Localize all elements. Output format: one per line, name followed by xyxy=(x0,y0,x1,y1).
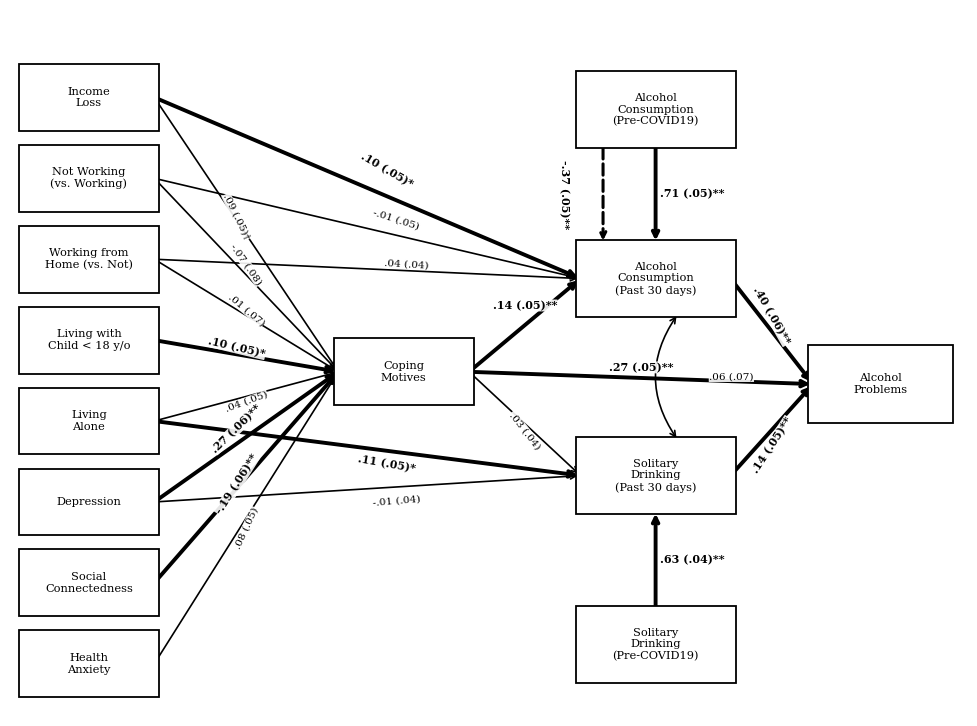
Text: .10 (.05)*: .10 (.05)* xyxy=(359,151,415,190)
Text: .71 (.05)**: .71 (.05)** xyxy=(660,189,725,200)
Text: .11 (.05)*: .11 (.05)* xyxy=(357,453,416,474)
FancyBboxPatch shape xyxy=(575,437,736,514)
FancyBboxPatch shape xyxy=(19,64,159,131)
Text: Income
Loss: Income Loss xyxy=(67,86,110,108)
Text: Living with
Child < 18 y/o: Living with Child < 18 y/o xyxy=(48,330,130,351)
Text: .01 (.07): .01 (.07) xyxy=(227,292,267,327)
Text: -.01 (.04): -.01 (.04) xyxy=(372,495,421,508)
Text: Coping
Motives: Coping Motives xyxy=(381,361,427,383)
Text: .40 (.06)**: .40 (.06)** xyxy=(751,285,792,346)
Text: Health
Anxiety: Health Anxiety xyxy=(67,653,110,674)
Text: -.19 (.06)**: -.19 (.06)** xyxy=(214,452,260,516)
Text: -.01 (.05): -.01 (.05) xyxy=(372,208,421,232)
Text: Alcohol
Problems: Alcohol Problems xyxy=(854,373,908,395)
Text: .10 (.05)*: .10 (.05)* xyxy=(207,335,267,359)
Text: .27 (.05)**: .27 (.05)** xyxy=(609,362,673,373)
Text: .27 (.06)**: .27 (.06)** xyxy=(210,402,264,455)
Text: .06 (.07): .06 (.07) xyxy=(709,372,753,382)
Text: -.37 (.05)**: -.37 (.05)** xyxy=(559,160,570,229)
Text: .14 (.05)**: .14 (.05)** xyxy=(492,300,557,311)
Text: .08 (.05): .08 (.05) xyxy=(233,506,260,550)
Text: .14 (.05)**: .14 (.05)** xyxy=(749,415,794,476)
Text: -.07 (.08): -.07 (.08) xyxy=(229,242,264,287)
FancyBboxPatch shape xyxy=(575,71,736,148)
FancyBboxPatch shape xyxy=(575,240,736,317)
FancyBboxPatch shape xyxy=(19,388,159,454)
FancyBboxPatch shape xyxy=(19,468,159,535)
FancyBboxPatch shape xyxy=(333,338,474,405)
FancyBboxPatch shape xyxy=(19,630,159,697)
Text: .04 (.04): .04 (.04) xyxy=(384,258,429,270)
Text: Depression: Depression xyxy=(57,497,121,507)
Text: .04 (.05): .04 (.05) xyxy=(224,390,269,414)
Text: Alcohol
Consumption
(Past 30 days): Alcohol Consumption (Past 30 days) xyxy=(615,261,697,295)
FancyBboxPatch shape xyxy=(575,605,736,683)
Text: Working from
Home (vs. Not): Working from Home (vs. Not) xyxy=(45,248,133,270)
FancyBboxPatch shape xyxy=(808,346,954,423)
Text: Living
Alone: Living Alone xyxy=(71,410,106,432)
FancyBboxPatch shape xyxy=(19,226,159,293)
FancyBboxPatch shape xyxy=(19,550,159,616)
Text: .03 (.04): .03 (.04) xyxy=(508,410,542,451)
Text: Alcohol
Consumption
(Pre-COVID19): Alcohol Consumption (Pre-COVID19) xyxy=(613,93,699,126)
Text: Solitary
Drinking
(Past 30 days): Solitary Drinking (Past 30 days) xyxy=(615,459,697,492)
Text: .63 (.04)**: .63 (.04)** xyxy=(660,555,725,566)
Text: Solitary
Drinking
(Pre-COVID19): Solitary Drinking (Pre-COVID19) xyxy=(613,628,699,661)
FancyBboxPatch shape xyxy=(19,145,159,212)
Text: Not Working
(vs. Working): Not Working (vs. Working) xyxy=(51,167,127,189)
FancyBboxPatch shape xyxy=(19,306,159,374)
Text: .09 (.05)†: .09 (.05)† xyxy=(222,192,252,241)
Text: Social
Connectedness: Social Connectedness xyxy=(45,572,133,594)
